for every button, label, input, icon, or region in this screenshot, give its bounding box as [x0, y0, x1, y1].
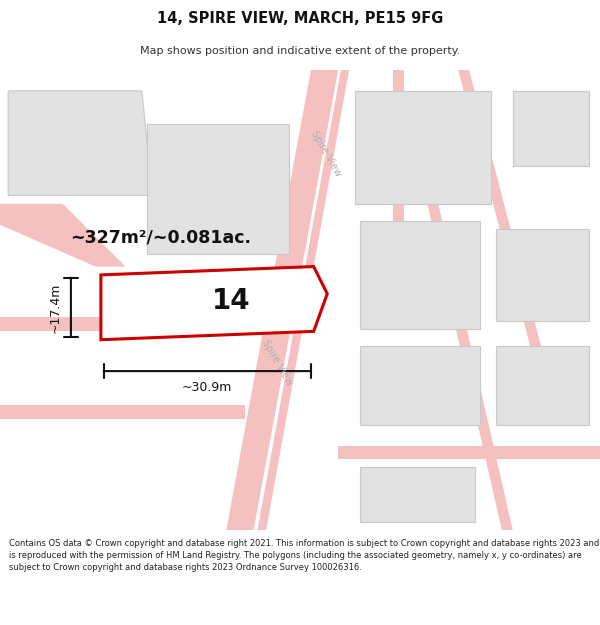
Text: Spire View: Spire View	[309, 129, 343, 178]
Polygon shape	[360, 346, 480, 426]
Polygon shape	[0, 404, 245, 419]
Polygon shape	[8, 91, 153, 196]
Polygon shape	[496, 346, 589, 426]
Text: ~30.9m: ~30.9m	[182, 381, 232, 394]
Polygon shape	[360, 468, 475, 522]
Polygon shape	[360, 221, 480, 329]
Text: 14, SPIRE VIEW, MARCH, PE15 9FG: 14, SPIRE VIEW, MARCH, PE15 9FG	[157, 11, 443, 26]
Polygon shape	[458, 70, 545, 362]
Text: ~327m²/~0.081ac.: ~327m²/~0.081ac.	[70, 228, 251, 246]
Polygon shape	[226, 70, 338, 530]
Polygon shape	[338, 446, 600, 459]
Text: Map shows position and indicative extent of the property.: Map shows position and indicative extent…	[140, 46, 460, 56]
Polygon shape	[101, 266, 327, 340]
Polygon shape	[0, 317, 295, 331]
Text: ~17.4m: ~17.4m	[49, 282, 61, 332]
Polygon shape	[147, 124, 289, 254]
Polygon shape	[425, 196, 513, 530]
Polygon shape	[496, 229, 589, 321]
Polygon shape	[355, 91, 491, 204]
Polygon shape	[393, 70, 404, 321]
Text: 14: 14	[212, 288, 251, 315]
Polygon shape	[0, 204, 125, 266]
Polygon shape	[513, 91, 589, 166]
Text: Contains OS data © Crown copyright and database right 2021. This information is : Contains OS data © Crown copyright and d…	[9, 539, 599, 572]
Polygon shape	[257, 70, 349, 530]
Text: Spire View: Spire View	[260, 338, 294, 388]
